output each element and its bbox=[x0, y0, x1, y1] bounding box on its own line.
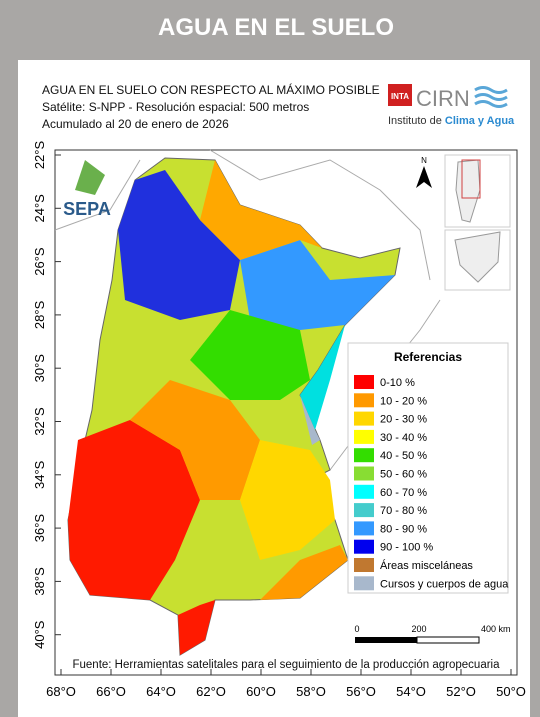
lon-label: 60°O bbox=[246, 684, 276, 699]
legend-label: 10 - 20 % bbox=[380, 395, 427, 407]
river bbox=[300, 395, 320, 445]
wet-zone bbox=[118, 170, 240, 320]
scale-label: 200 bbox=[411, 624, 426, 634]
lat-label: 38°S bbox=[32, 567, 47, 596]
sepa-text: SEPA bbox=[63, 199, 111, 219]
scale-labels: 0 200 400 km bbox=[354, 624, 510, 634]
legend: 0-10 % 10 - 20 % 20 - 30 % 30 - 40 % 40 - 50… bbox=[354, 375, 509, 591]
lat-label: 40°S bbox=[32, 620, 47, 649]
green-zone bbox=[190, 310, 310, 400]
lon-label: 64°O bbox=[146, 684, 176, 699]
legend-label: 70 - 80 % bbox=[380, 505, 427, 517]
mid-zone bbox=[240, 440, 335, 560]
sepa-icon bbox=[75, 160, 105, 195]
north-arrow bbox=[416, 166, 432, 188]
map-date: Acumulado al 20 de enero de 2026 bbox=[42, 117, 229, 131]
map-subtitle: Satélite: S-NPP - Resolución espacial: 5… bbox=[42, 100, 309, 114]
lon-label: 54°O bbox=[396, 684, 426, 699]
low-zone bbox=[130, 380, 348, 600]
scale-bar-2 bbox=[416, 636, 480, 644]
scale-label: 400 km bbox=[481, 624, 511, 634]
legend-label: 80 - 90 % bbox=[380, 523, 427, 535]
legend-label: 50 - 60 % bbox=[380, 469, 427, 481]
source: Fuente: Herramientas satelitales para el… bbox=[72, 659, 500, 671]
legend-swatch bbox=[354, 466, 374, 481]
legend-label: 90 - 100 % bbox=[380, 542, 433, 554]
legend-swatch bbox=[354, 393, 374, 408]
legend-title: Referencias bbox=[394, 350, 462, 364]
inset-antarctica bbox=[454, 231, 501, 283]
waves-icon bbox=[474, 86, 508, 108]
lon-label: 68°O bbox=[46, 684, 76, 699]
lon-label: 52°O bbox=[446, 684, 476, 699]
humid-zone bbox=[240, 240, 395, 330]
legend-swatch bbox=[354, 503, 374, 518]
north-label: N bbox=[421, 156, 427, 165]
legend-swatch bbox=[354, 375, 374, 389]
graticule-labels: 22°S 24°S 26°S 28°S 30°S 32°S 34°S 36°S 38°S 40°S… bbox=[32, 141, 526, 699]
legend-box bbox=[347, 342, 509, 594]
lat-label: 32°S bbox=[32, 407, 47, 436]
chaco-zone bbox=[200, 160, 322, 260]
inta-logo bbox=[388, 84, 412, 106]
institute-highlight: Clima y Agua bbox=[445, 115, 515, 127]
lon-label: 56°O bbox=[346, 684, 376, 699]
lat-label: 30°S bbox=[32, 354, 47, 383]
legend-swatch bbox=[354, 539, 374, 554]
legend-label: Cursos y cuerpos de agua bbox=[380, 578, 509, 590]
inset-extent bbox=[461, 159, 481, 199]
legend-swatch bbox=[354, 521, 374, 536]
lat-label: 36°S bbox=[32, 514, 47, 543]
lat-label: 26°S bbox=[32, 247, 47, 276]
lon-label: 58°O bbox=[296, 684, 326, 699]
legend-label: 60 - 70 % bbox=[380, 487, 427, 499]
legend-swatch bbox=[354, 576, 374, 591]
legend-swatch bbox=[354, 429, 374, 444]
legend-label: 40 - 50 % bbox=[380, 450, 427, 462]
legend-label: Áreas misceláneas bbox=[380, 559, 473, 572]
legend-swatch bbox=[354, 484, 374, 499]
lat-label: 22°S bbox=[32, 141, 47, 170]
map-title: AGUA EN EL SUELO CON RESPECTO AL MÁXIMO … bbox=[42, 82, 380, 97]
inta-text: INTA bbox=[391, 92, 409, 101]
scale-label: 0 bbox=[354, 624, 359, 634]
lat-label: 24°S bbox=[32, 194, 47, 223]
lon-label: 50°O bbox=[496, 684, 526, 699]
cyan-zone bbox=[300, 325, 345, 430]
institute-text: Instituto de Clima y Agua bbox=[388, 115, 515, 127]
legend-swatch bbox=[354, 411, 374, 426]
lat-label: 34°S bbox=[32, 460, 47, 489]
legend-swatch bbox=[354, 558, 374, 572]
scale-bar-1 bbox=[355, 637, 417, 643]
legend-swatch bbox=[354, 448, 374, 463]
lon-label: 66°O bbox=[96, 684, 126, 699]
institute: Instituto de bbox=[388, 115, 442, 127]
page-title: AGUA EN EL SUELO bbox=[158, 14, 394, 41]
legend-label: 30 - 40 % bbox=[380, 432, 427, 444]
lat-label: 28°S bbox=[32, 300, 47, 329]
cirn-text: CIRN bbox=[416, 86, 470, 111]
legend-label: 20 - 30 % bbox=[380, 414, 427, 426]
dry-zone bbox=[68, 420, 215, 655]
lon-label: 62°O bbox=[196, 684, 226, 699]
legend-label: 0-10 % bbox=[380, 377, 415, 389]
